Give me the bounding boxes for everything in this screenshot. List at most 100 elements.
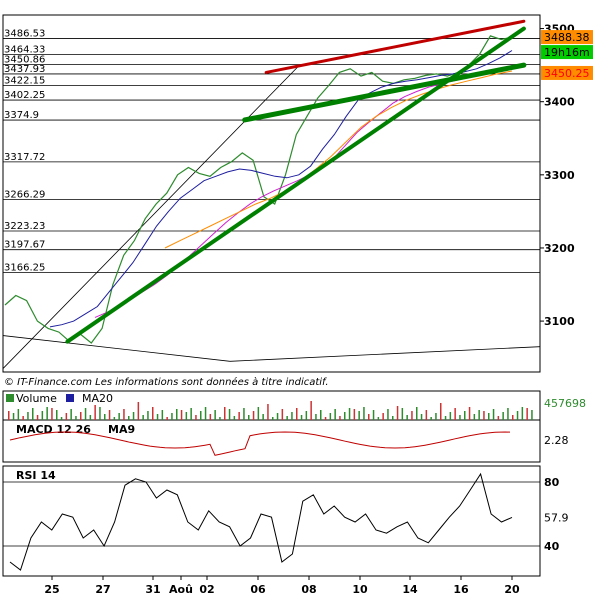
volume-bar bbox=[204, 407, 207, 420]
volume-bar bbox=[488, 413, 490, 420]
volume-bar bbox=[430, 417, 432, 420]
x-tick-label: 10 bbox=[352, 583, 368, 596]
lower-trend-line-2 bbox=[229, 346, 541, 362]
volume-bar bbox=[209, 414, 212, 420]
volume-bar bbox=[382, 413, 384, 420]
volume-bar bbox=[70, 409, 72, 420]
volume-bar bbox=[526, 408, 528, 420]
volume-bar bbox=[478, 410, 480, 420]
macd-ma9-legend: MA9 bbox=[108, 423, 135, 436]
rsi-tick-label: 40 bbox=[544, 540, 560, 553]
macd-line bbox=[9, 431, 511, 456]
price-series-line bbox=[164, 70, 513, 249]
volume-bar bbox=[123, 409, 125, 420]
volume-bar bbox=[454, 408, 456, 420]
volume-bar bbox=[502, 412, 504, 420]
price-level-label: 3486.53 bbox=[4, 28, 45, 39]
volume-bar bbox=[324, 417, 327, 420]
volume-bar bbox=[440, 403, 442, 420]
macd-panel-frame bbox=[2, 419, 541, 463]
volume-bar bbox=[161, 410, 164, 420]
price-level-label: 3166.25 bbox=[4, 263, 45, 274]
volume-bar bbox=[315, 414, 317, 420]
price-level-label: 3422.15 bbox=[4, 76, 45, 87]
volume-bar bbox=[272, 417, 274, 420]
last-value-box bbox=[541, 45, 593, 60]
volume-bar bbox=[27, 412, 29, 420]
price-series-line bbox=[49, 50, 513, 328]
volume-bar bbox=[60, 417, 63, 420]
volume-bar bbox=[84, 408, 87, 420]
price-series-line bbox=[4, 35, 513, 344]
y-tick-label: 3400 bbox=[544, 96, 575, 109]
volume-bar bbox=[41, 411, 44, 420]
volume-bar bbox=[118, 413, 120, 420]
volume-bar bbox=[320, 410, 322, 420]
volume-bar bbox=[185, 412, 188, 420]
volume-bar bbox=[156, 414, 159, 420]
lower-trend-line bbox=[2, 335, 231, 362]
volume-bar bbox=[468, 407, 471, 420]
volume-bar bbox=[363, 407, 365, 420]
volume-bar bbox=[195, 415, 197, 420]
volume-bar bbox=[459, 415, 461, 420]
x-tick-label: 25 bbox=[44, 583, 59, 596]
volume-bar bbox=[89, 415, 92, 420]
long-trend-line bbox=[2, 64, 301, 369]
volume-bar bbox=[36, 415, 39, 420]
x-tick-label: 20 bbox=[504, 583, 520, 596]
x-tick-label: 08 bbox=[301, 583, 316, 596]
rsi-tick-label: 80 bbox=[544, 476, 560, 489]
volume-bar bbox=[233, 416, 236, 420]
volume-bar bbox=[166, 417, 168, 420]
last-value-label: 3488.38 bbox=[544, 31, 590, 44]
last-value-label: 3450.25 bbox=[544, 67, 590, 80]
x-tick-label: 31 bbox=[145, 583, 160, 596]
volume-bar bbox=[392, 416, 394, 420]
rsi-legend: RSI 14 bbox=[16, 469, 56, 482]
volume-bar bbox=[224, 407, 226, 420]
volume-bar bbox=[473, 414, 476, 420]
volume-bar bbox=[416, 407, 418, 420]
volume-bar bbox=[51, 408, 53, 420]
volume-bar bbox=[12, 413, 15, 420]
price-level-label: 3266.29 bbox=[4, 189, 45, 200]
trend-line-green-channel bbox=[242, 62, 527, 123]
x-tick-label: 02 bbox=[199, 583, 214, 596]
volume-bar bbox=[411, 411, 413, 420]
y-tick-label: 3100 bbox=[544, 315, 575, 328]
volume-bar bbox=[238, 412, 240, 420]
volume-bar bbox=[353, 409, 356, 420]
volume-bar bbox=[46, 407, 48, 420]
volume-bar bbox=[512, 415, 514, 420]
last-value-box bbox=[541, 65, 593, 80]
price-level-label: 3402.25 bbox=[4, 90, 45, 101]
volume-bar bbox=[214, 410, 216, 420]
x-tick-label: 16 bbox=[453, 583, 469, 596]
last-value-label: 19h16m bbox=[544, 46, 590, 59]
volume-bar bbox=[348, 408, 351, 420]
price-level-label: 3197.67 bbox=[4, 240, 45, 251]
volume-bar bbox=[180, 410, 183, 420]
volume-bar bbox=[507, 408, 509, 420]
footer-text: © IT-Finance.com Les informations sont d… bbox=[4, 376, 329, 388]
macd-legend: MACD 12 26 bbox=[16, 423, 91, 436]
trend-line-red-resistance bbox=[264, 19, 526, 74]
volume-bar bbox=[291, 412, 293, 420]
volume-bar bbox=[334, 409, 336, 420]
volume-bar bbox=[248, 415, 250, 420]
volume-bar bbox=[368, 414, 370, 420]
volume-bar bbox=[420, 414, 423, 420]
volume-bar bbox=[339, 416, 341, 420]
volume-bar bbox=[200, 411, 202, 420]
volume-bar bbox=[305, 411, 308, 420]
volume-bar bbox=[257, 407, 260, 420]
volume-bar bbox=[56, 410, 58, 420]
volume-bar bbox=[286, 416, 288, 420]
volume-bar bbox=[228, 409, 231, 420]
volume-bar bbox=[32, 408, 34, 420]
price-level-label: 3223.23 bbox=[4, 221, 45, 232]
volume-bar bbox=[219, 417, 221, 420]
ma20-legend-swatch bbox=[66, 394, 74, 402]
